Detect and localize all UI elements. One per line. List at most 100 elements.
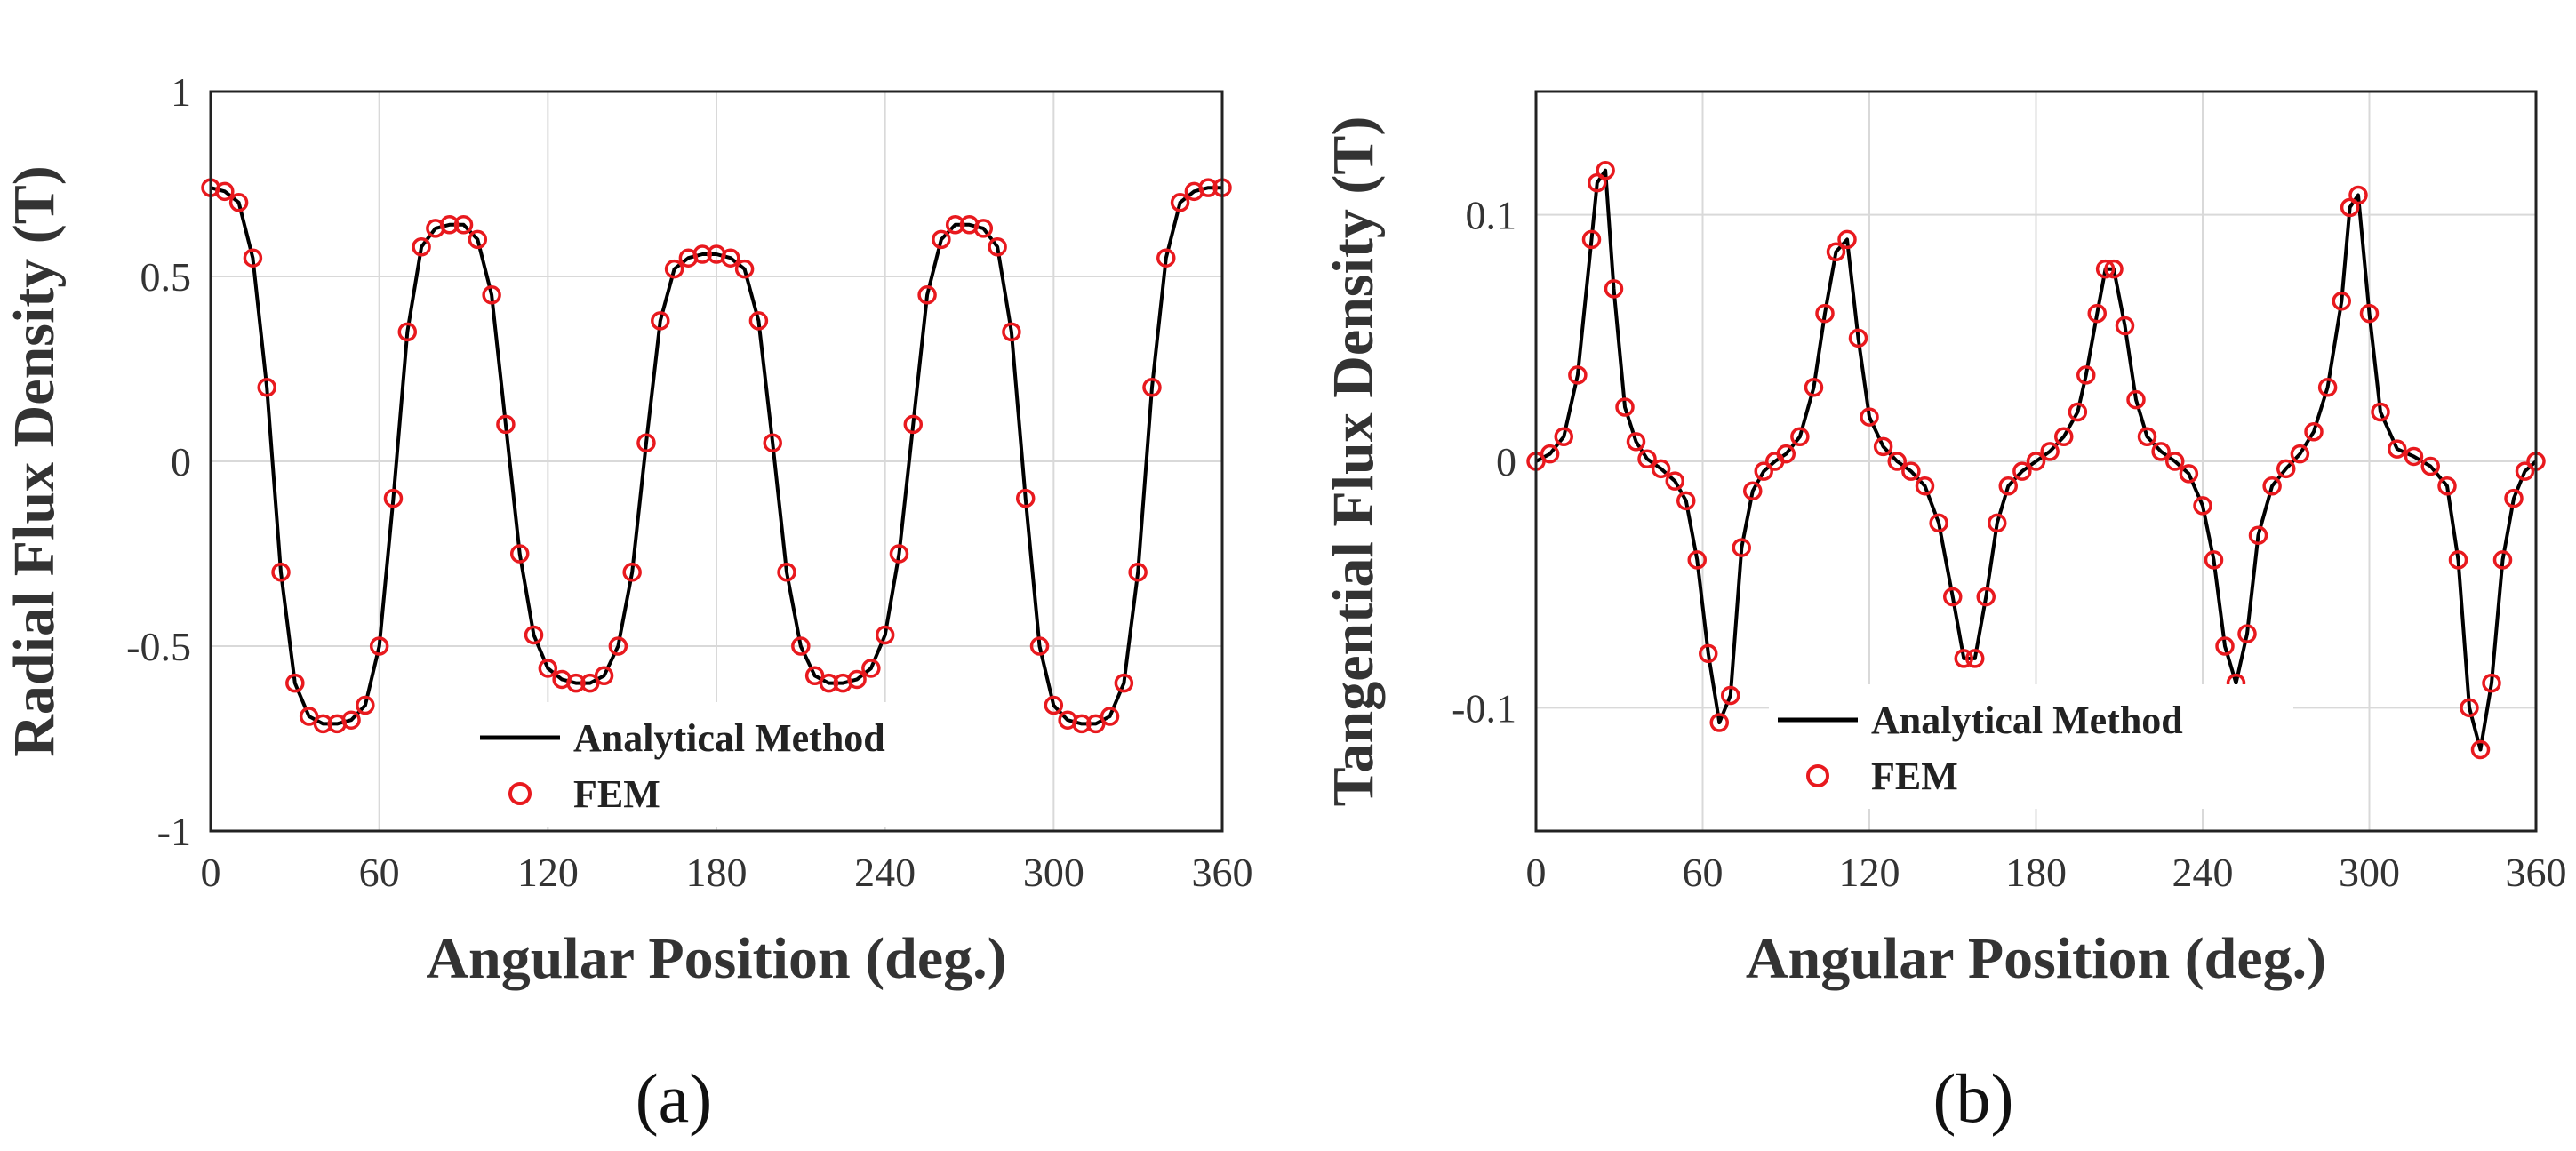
legend: Analytical Method FEM bbox=[471, 702, 996, 827]
fem-marker bbox=[2348, 185, 2368, 205]
fem-marker bbox=[1943, 587, 1963, 607]
fem-marker bbox=[2151, 442, 2171, 461]
fem-marker bbox=[1965, 649, 1985, 668]
fem-marker bbox=[1596, 160, 1615, 180]
fem-marker bbox=[496, 414, 516, 435]
y-tick-label: 0 bbox=[171, 439, 191, 484]
panel-label: (b) bbox=[1933, 1059, 2014, 1137]
fem-marker bbox=[1815, 303, 1835, 324]
fem-marker bbox=[2204, 550, 2224, 570]
fem-marker bbox=[1732, 538, 1751, 557]
fem-marker bbox=[875, 625, 895, 645]
fem-marker bbox=[2460, 698, 2479, 718]
fem-marker bbox=[1901, 461, 1921, 481]
fem-marker bbox=[1699, 643, 1718, 664]
legend-label-fem: FEM bbox=[573, 772, 660, 816]
fem-marker bbox=[1114, 673, 1134, 693]
y-tick-label: -0.5 bbox=[126, 624, 191, 669]
fem-marker bbox=[1848, 328, 1868, 348]
x-tick-label: 60 bbox=[359, 850, 400, 895]
fem-marker bbox=[1128, 563, 1148, 582]
fem-marker bbox=[692, 244, 712, 264]
x-axis-label: Angular Position (deg.) bbox=[1746, 926, 2326, 991]
legend-label-analytical: Analytical Method bbox=[1871, 699, 2183, 742]
y-axis-label: Radial Flux Density (T) bbox=[2, 165, 67, 757]
fem-marker bbox=[215, 181, 235, 202]
fem-marker bbox=[1142, 378, 1162, 397]
fem-marker bbox=[1581, 229, 1602, 250]
fem-marker bbox=[1554, 427, 1573, 447]
fem-marker bbox=[2448, 550, 2468, 570]
fem-marker bbox=[1651, 459, 1671, 479]
fem-marker bbox=[285, 673, 305, 693]
fem-marker bbox=[2193, 496, 2212, 516]
fem-marker bbox=[608, 636, 628, 656]
fem-marker bbox=[257, 378, 276, 397]
fem-marker bbox=[889, 544, 909, 564]
fem-marker bbox=[369, 636, 389, 656]
fem-marker bbox=[524, 625, 544, 645]
fem-marker bbox=[1988, 513, 2007, 533]
fem-marker bbox=[847, 669, 867, 690]
fem-marker bbox=[2104, 259, 2124, 279]
fem-marker bbox=[1002, 322, 1021, 342]
fem-marker bbox=[734, 259, 755, 279]
fem-marker bbox=[1665, 471, 1684, 491]
x-axis-label: Angular Position (deg.) bbox=[426, 926, 1006, 991]
fem-marker bbox=[2026, 452, 2046, 471]
fem-marker bbox=[2215, 636, 2235, 656]
fem-marker bbox=[2404, 446, 2424, 467]
fem-marker bbox=[651, 311, 670, 331]
fem-marker bbox=[636, 433, 656, 452]
fem-marker bbox=[1100, 707, 1120, 726]
fem-marker bbox=[2115, 316, 2135, 336]
fem-marker bbox=[383, 488, 404, 508]
fem-marker bbox=[1887, 452, 1907, 471]
fem-marker bbox=[2332, 291, 2351, 311]
fem-marker bbox=[1743, 481, 1763, 501]
y-tick-label: 0.1 bbox=[1466, 193, 1517, 238]
fem-marker bbox=[903, 414, 924, 435]
x-tick-label: 360 bbox=[2506, 850, 2567, 895]
fem-marker bbox=[1954, 649, 1973, 668]
fem-marker bbox=[1029, 636, 1050, 656]
fem-marker bbox=[2420, 456, 2440, 476]
fem-marker bbox=[777, 563, 796, 582]
fem-marker bbox=[1860, 407, 1879, 427]
fem-marker bbox=[2137, 427, 2157, 447]
x-tick-label: 300 bbox=[1023, 850, 1084, 895]
fem-marker bbox=[2492, 550, 2513, 570]
fem-marker bbox=[1198, 178, 1218, 197]
fem-marker bbox=[988, 236, 1007, 257]
fem-marker bbox=[861, 659, 881, 678]
fem-marker bbox=[2388, 439, 2407, 459]
fem-marker bbox=[1015, 488, 1036, 508]
fem-marker bbox=[1170, 193, 1190, 212]
fem-marker bbox=[2165, 452, 2185, 471]
legend-box bbox=[471, 702, 996, 827]
legend-marker-swatch bbox=[1806, 764, 1829, 787]
fem-marker bbox=[1072, 714, 1092, 734]
x-tick-label: 0 bbox=[1526, 850, 1547, 895]
fem-marker bbox=[2248, 525, 2268, 545]
x-tick-label: 180 bbox=[686, 850, 748, 895]
y-tick-label: 0.5 bbox=[140, 254, 192, 300]
x-tick-label: 120 bbox=[1839, 850, 1900, 895]
fem-marker bbox=[2087, 303, 2107, 324]
x-tick-label: 180 bbox=[2005, 850, 2067, 895]
fem-marker bbox=[2076, 365, 2096, 385]
fem-marker bbox=[2359, 303, 2380, 324]
fem-marker bbox=[748, 311, 769, 331]
fem-marker bbox=[2012, 461, 2032, 481]
y-tick-label: 1 bbox=[171, 69, 191, 115]
fem-marker bbox=[2095, 259, 2116, 279]
x-tick-label: 240 bbox=[854, 850, 916, 895]
fem-marker bbox=[313, 714, 333, 734]
axes-frame bbox=[1534, 90, 2538, 833]
fem-marker bbox=[1915, 476, 1935, 496]
panel-label: (a) bbox=[636, 1059, 713, 1137]
series-markers-fem bbox=[201, 178, 1232, 734]
fem-marker bbox=[2515, 461, 2535, 481]
legend-marker-swatch bbox=[508, 782, 532, 805]
fem-marker bbox=[1976, 587, 1996, 607]
